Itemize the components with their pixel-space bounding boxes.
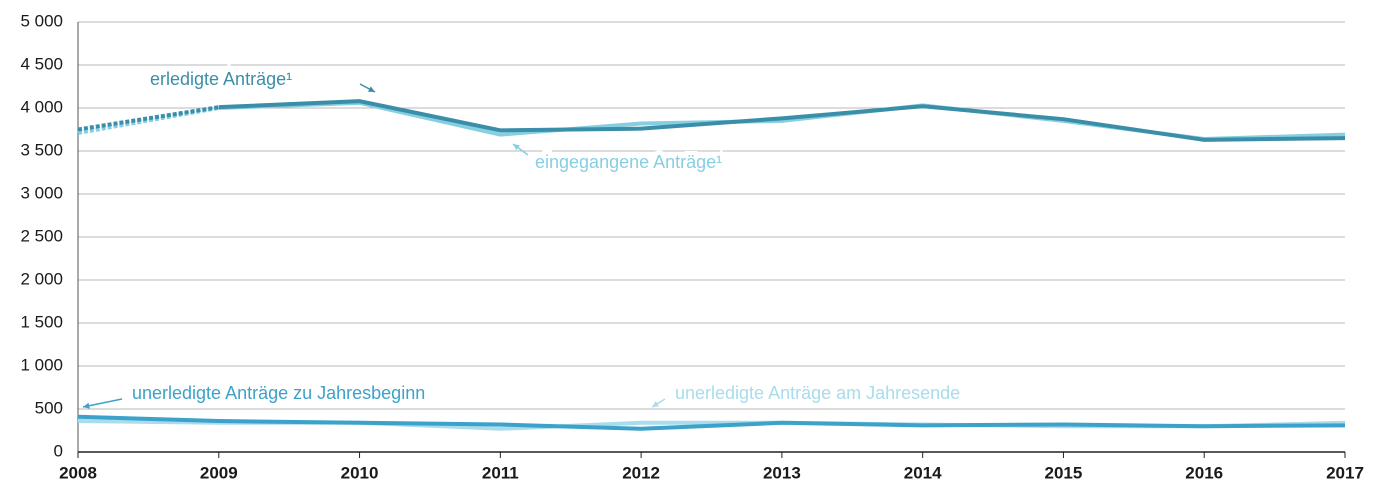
y-tick-label: 2 500: [20, 226, 63, 245]
x-tick-label: 2017: [1326, 463, 1364, 482]
arrow-head: [513, 144, 520, 151]
y-tick-label: 1 000: [20, 355, 63, 374]
y-tick-label: 3 500: [20, 140, 63, 159]
x-tick-label: 2008: [59, 463, 97, 482]
arrow-head: [652, 401, 659, 407]
y-tick-label: 500: [35, 398, 63, 417]
series-label: unerledigte Anträge zu Jahresbeginn: [132, 383, 425, 403]
y-tick-label: 4 000: [20, 97, 63, 116]
label-arrow: [82, 398, 123, 408]
x-tick-label: 2009: [200, 463, 238, 482]
x-tick-label: 2013: [763, 463, 801, 482]
arrow-head: [83, 402, 90, 409]
y-tick-label: 0: [54, 441, 63, 460]
y-tick-label: 5 000: [20, 11, 63, 30]
series-line: [77, 105, 220, 132]
series-label: eingegangene Anträge¹: [535, 152, 722, 172]
y-tick-label: 3 000: [20, 183, 63, 202]
series-label: unerledigte Anträge am Jahresende: [675, 383, 960, 403]
y-tick-label: 1 500: [20, 312, 63, 331]
x-tick-label: 2014: [904, 463, 942, 482]
x-tick-label: 2015: [1045, 463, 1083, 482]
series-line: [218, 99, 1346, 142]
x-tick-label: 2016: [1185, 463, 1223, 482]
arrow-head: [368, 86, 375, 92]
y-tick-label: 2 000: [20, 269, 63, 288]
series-line: [77, 414, 1346, 431]
y-tick-label: 4 500: [20, 54, 63, 73]
x-tick-label: 2010: [341, 463, 379, 482]
x-tick-label: 2011: [482, 463, 519, 482]
series-label: erledigte Anträge¹: [150, 69, 292, 89]
x-tick-label: 2012: [622, 463, 660, 482]
